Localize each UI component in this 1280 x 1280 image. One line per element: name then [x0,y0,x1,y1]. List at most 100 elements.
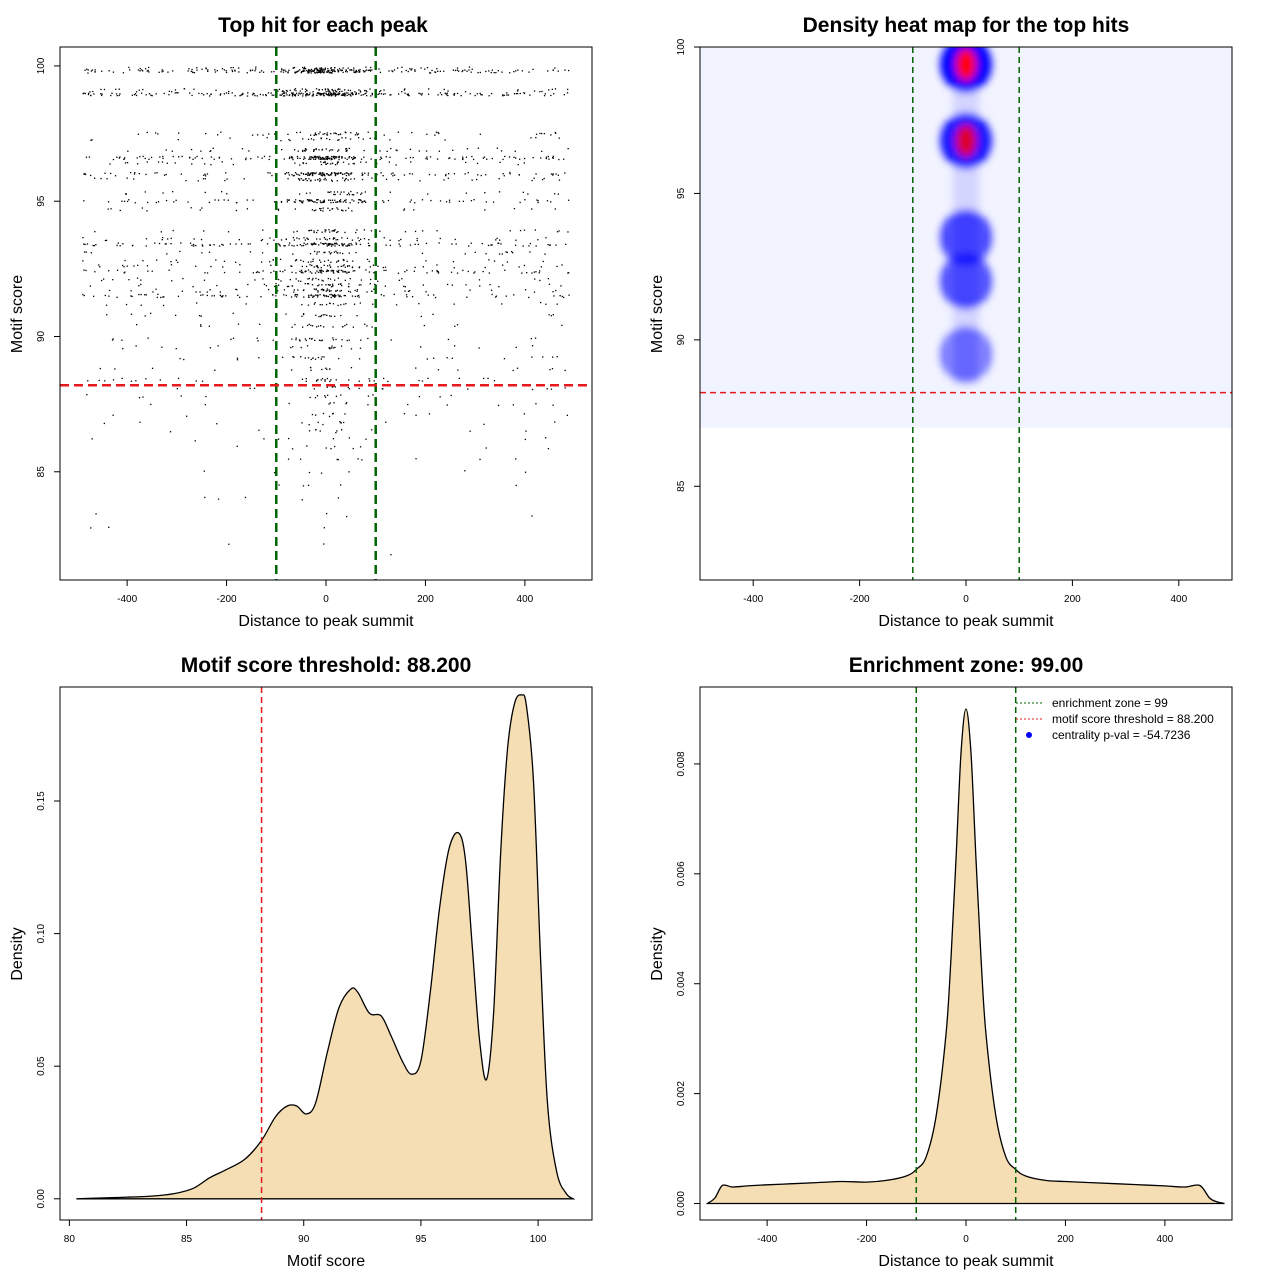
scatter-point [147,69,149,72]
scatter-point [335,395,338,397]
legend-label: centrality p-val = -54.7236 [1052,728,1191,742]
scatter-point [403,285,405,287]
scatter-point [300,72,302,74]
scatter-point [347,92,349,94]
scatter-point [415,367,417,369]
scatter-point [335,432,337,434]
scatter-point [546,388,548,390]
scatter-point [291,95,294,97]
scatter-point [332,303,335,305]
scatter-point [469,430,471,432]
scatter-point [313,303,315,305]
scatter-point [337,71,339,73]
scatter-point [358,380,360,382]
scatter-point [321,71,323,73]
scatter-point [344,266,346,268]
scatter-point [343,264,345,266]
scatter-point [346,158,348,160]
scatter-point [358,294,360,297]
scatter-point [163,174,166,176]
scatter-point [128,199,130,201]
scatter-point [535,173,537,175]
scatter-point [317,199,319,201]
scatter-point [546,200,549,202]
scatter-point [291,369,293,371]
scatter-point [338,155,340,158]
scatter-point [328,415,331,418]
scatter-point [404,290,406,292]
scatter-point [350,173,352,175]
scatter-point [326,314,328,316]
scatter-point [330,94,332,96]
scatter-point [279,270,281,272]
scatter-point [404,271,406,273]
scatter-point [308,430,311,432]
scatter-point [125,193,127,195]
scatter-point [246,95,249,97]
scatter-point [363,238,366,240]
scatter-point [137,264,139,266]
scatter-point [263,283,266,286]
heatmap-blobs [940,47,992,384]
scatter-point [136,157,138,159]
scatter-point [434,296,437,299]
scatter-point [401,91,403,93]
scatter-point [110,208,112,210]
scatter-point [189,92,191,94]
scatter-point [315,326,318,328]
scatter-point [365,92,367,94]
scatter-point [318,69,320,71]
x-tick-label: -200 [857,1234,877,1245]
scatter-point [545,157,547,160]
heatmap-core [956,48,976,81]
scatter-point [296,155,299,158]
scatter-point [144,157,146,160]
scatter-point [292,175,295,177]
scatter-point [319,180,321,182]
scatter-point [338,139,340,141]
scatter-point [464,91,467,93]
scatter-point [254,70,256,72]
scatter-point [390,339,392,341]
scatter-point [360,161,362,163]
scatter-point [202,245,204,247]
scatter-point [471,179,473,181]
scatter-point [377,265,379,267]
scatter-point [275,295,277,297]
scatter-point [301,88,303,90]
scatter-point [91,139,93,141]
scatter-point [263,155,266,158]
scatter-point [284,269,286,271]
scatter-point [304,178,307,180]
scatter-point [358,267,360,269]
scatter-point [166,162,168,164]
x-tick-label: -400 [757,1234,777,1245]
scatter-point [370,66,372,69]
scatter-point [146,265,149,267]
scatter-point [531,272,533,274]
scatter-point [284,173,286,175]
scatter-point [239,296,241,298]
scatter-point [293,291,295,293]
scatter-point [347,244,350,246]
scatter-point [201,380,204,382]
scatter-point [319,173,321,175]
scatter-point [335,295,337,297]
scatter-point [318,339,321,341]
scatter-point [303,173,305,175]
scatter-point [304,150,306,152]
scatter-point [189,156,191,158]
scatter-point [330,243,332,245]
scatter-point [336,161,339,163]
scatter-point [523,92,526,95]
scatter-point [216,70,218,72]
scatter-point [333,92,335,94]
scatter-point [338,269,340,271]
scatter-point [327,191,329,193]
scatter-point [320,315,322,318]
scatter-point [200,324,202,326]
scatter-point [303,313,305,315]
scatter-point [94,71,96,73]
scatter-point [313,149,315,151]
scatter-point [267,92,270,94]
